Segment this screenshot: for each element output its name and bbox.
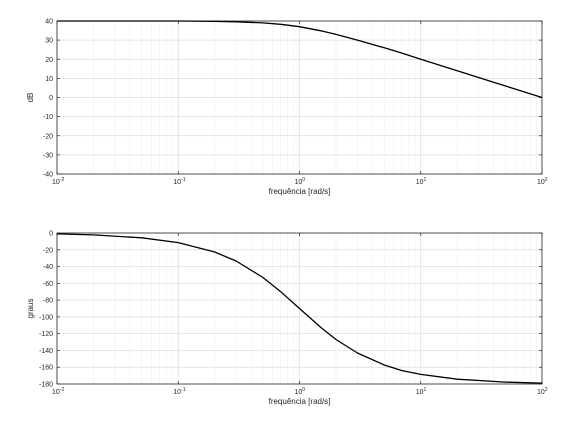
plot1-ytick-label: -30 xyxy=(43,152,53,159)
plot2-ytick-label: -80 xyxy=(43,298,53,305)
plot2-ytick-label: -100 xyxy=(39,314,53,321)
plot1-data-line xyxy=(57,20,543,99)
plot1-ytick-label: 0 xyxy=(49,95,53,102)
plot2-ytick-label: -40 xyxy=(43,264,53,271)
plot2-ytick-label: -180 xyxy=(39,382,53,389)
plot2-xtick-label: 101 xyxy=(416,387,427,396)
plot2-ylabel: graus xyxy=(26,298,35,318)
plot2-xtick-label: 102 xyxy=(537,387,548,396)
plot1-ytick-label: -40 xyxy=(43,172,53,179)
plot1-ytick-label: -10 xyxy=(43,114,53,121)
plot1-ytick-label: -20 xyxy=(43,133,53,140)
plot1-ytick-label: 20 xyxy=(45,57,53,64)
plot2-ytick-label: -160 xyxy=(39,365,53,372)
plot2-ytick-label: -120 xyxy=(39,331,53,338)
plot1-ylabel: dB xyxy=(26,93,35,103)
plot2-ytick-label: 0 xyxy=(49,231,53,238)
plot1-xtick-label: 101 xyxy=(416,177,427,186)
plot2-xtick-label: 10-1 xyxy=(173,387,185,396)
plot1-ytick-label: 30 xyxy=(45,38,53,45)
plot1-xtick-label: 10-1 xyxy=(173,177,185,186)
plot1-xlabel: frequência [rad/s] xyxy=(269,187,331,196)
plot1-xtick-label: 10-2 xyxy=(52,177,64,186)
plot1-ytick-label: 10 xyxy=(45,76,53,83)
plot1-ytick-label: 40 xyxy=(45,19,53,26)
plot2-ytick-label: -60 xyxy=(43,281,53,288)
plot2-xtick-label: 10-2 xyxy=(52,387,64,396)
plot2-ytick-label: -140 xyxy=(39,348,53,355)
plot2-data-line xyxy=(56,233,543,384)
plot2-xtick-label: 100 xyxy=(295,387,306,396)
plot1-xtick-label: 100 xyxy=(295,177,306,186)
plot2-xlabel: frequência [rad/s] xyxy=(269,397,331,406)
plot2-ytick-label: -20 xyxy=(43,247,53,254)
plot1-xtick-label: 102 xyxy=(537,177,548,186)
